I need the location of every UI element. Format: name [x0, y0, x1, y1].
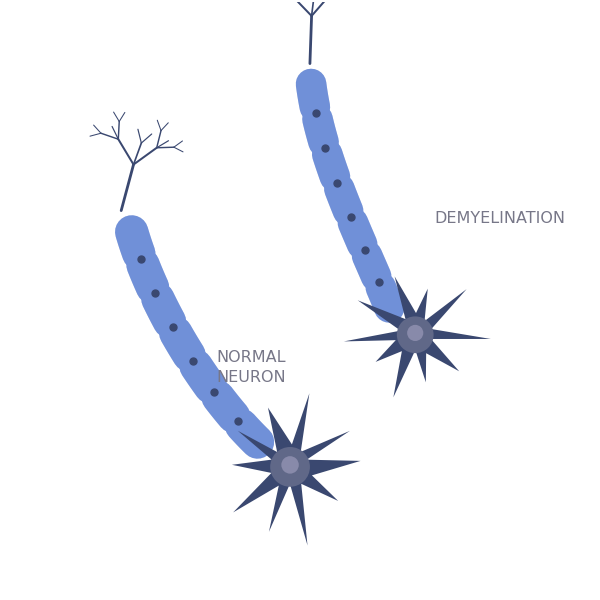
Circle shape: [281, 456, 299, 473]
Polygon shape: [232, 393, 361, 545]
Text: DEMYELINATION: DEMYELINATION: [434, 211, 565, 226]
Circle shape: [397, 316, 434, 353]
Circle shape: [407, 325, 424, 341]
Circle shape: [270, 447, 310, 487]
Text: NORMAL
NEURON: NORMAL NEURON: [217, 350, 286, 385]
Polygon shape: [344, 277, 491, 397]
